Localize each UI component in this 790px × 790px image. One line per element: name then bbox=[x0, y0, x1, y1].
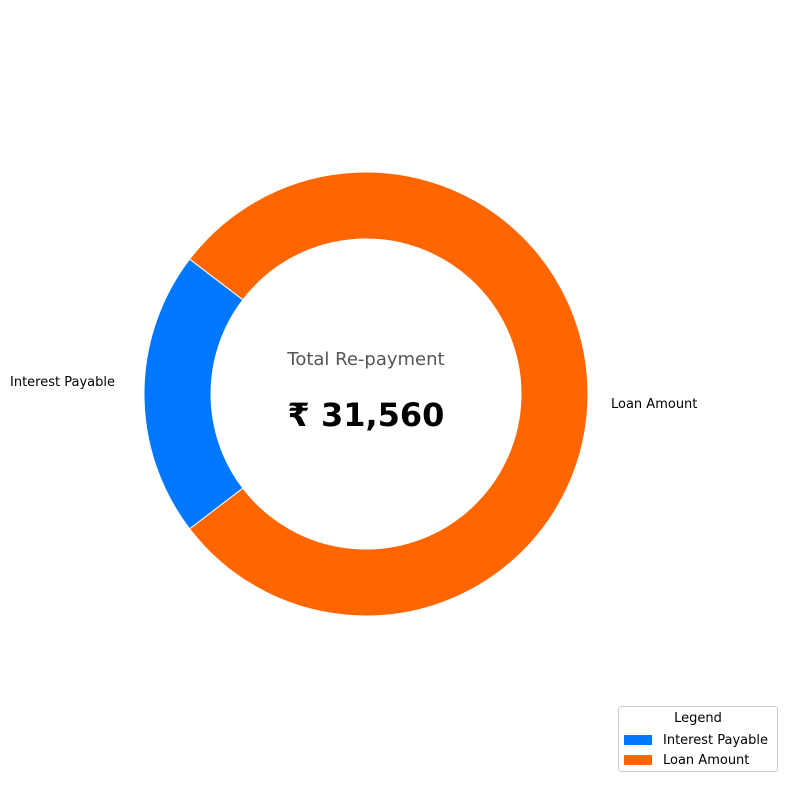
legend-swatch-loan-amount bbox=[624, 755, 652, 765]
center-title: Total Re-payment bbox=[287, 349, 445, 370]
legend-label: Loan Amount bbox=[663, 752, 750, 768]
legend-label: Interest Payable bbox=[663, 732, 768, 748]
donut-slice-loan-amount bbox=[188, 171, 589, 617]
donut-slice-interest-payable bbox=[143, 258, 244, 530]
legend: Legend Interest Payable Loan Amount bbox=[618, 706, 778, 772]
legend-swatch-interest-payable bbox=[624, 735, 652, 745]
legend-entry-loan-amount: Loan Amount bbox=[624, 751, 749, 769]
legend-title: Legend bbox=[674, 711, 722, 726]
legend-entry-interest-payable: Interest Payable bbox=[624, 731, 768, 749]
slice-label-loan-amount: Loan Amount bbox=[611, 397, 698, 412]
center-total-value: ₹ 31,560 bbox=[287, 396, 445, 434]
slice-label-interest-payable: Interest Payable bbox=[10, 375, 115, 390]
